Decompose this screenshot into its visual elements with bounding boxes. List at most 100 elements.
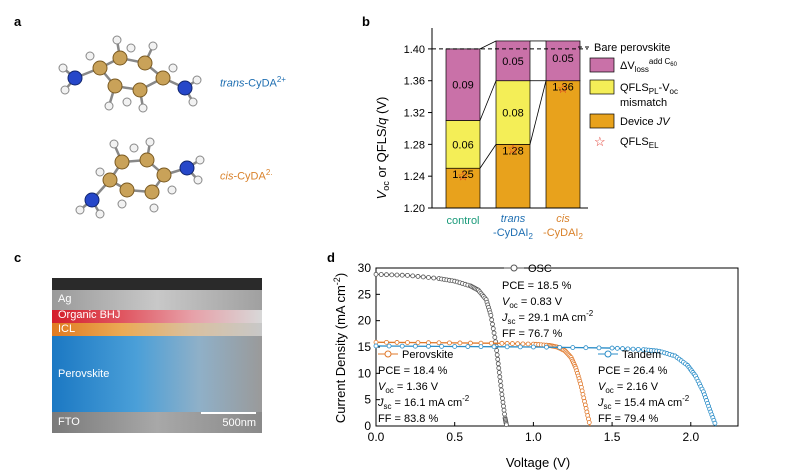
osc-annotation: OSC PCE = 18.5 % Voc = 0.83 V Jsc = 29.1… [501,263,594,340]
jv-point-osc [426,275,431,280]
jv-point-perovskite [457,340,463,346]
ytick-label-b: 1.28 [404,139,425,151]
legend-loss-swatch [589,57,615,73]
legend-qfls-el: QFLSEL [620,136,659,150]
legend-bare: Bare perovskite [594,42,670,54]
svg-text:OSC: OSC [528,263,552,275]
svg-text:Tandem: Tandem [622,349,661,361]
jv-point-tandem [478,344,484,350]
jv-point-tandem [620,346,625,351]
layer-perovskite [52,336,262,412]
legend-qfls-el-star: ☆ [594,134,606,149]
jv-point-perovskite [384,339,389,345]
jv-point-osc [498,383,504,389]
jv-point-tandem [570,345,576,350]
jv-point-osc [373,271,379,277]
jv-point-perovskite [525,341,531,347]
jv-point-osc [490,321,495,327]
panel-b-label: b [362,14,370,29]
qfls-el-star-2: ☆ [557,81,569,96]
jv-point-osc [498,387,504,393]
xtick-label-b-1-a: trans [501,213,526,225]
xtick-label-b-1-b: -CyDAI2 [493,227,533,241]
jv-point-osc [389,272,395,278]
bar-2-seg-0 [545,80,581,209]
bar-0-seg-0 [445,167,481,209]
legend-b: Bare perovskite ΔVlossadd C60 QFLSPL-Voc… [578,42,678,150]
jv-point-osc [495,356,501,362]
bar-1-seg-1 [495,80,531,145]
jv-point-tandem [614,345,620,351]
jv-point-osc [497,374,503,380]
jv-point-tandem [544,344,549,350]
ytick-label-b: 1.20 [404,203,425,215]
voc-loss-chart: 1.250.060.09☆1.280.080.05☆1.360.05☆ 1.20… [374,28,678,241]
jv-point-tandem [412,343,418,349]
jv-point-osc [495,361,501,367]
bar-label-2-2: 0.05 [552,53,573,65]
svg-text:Voc = 0.83 V: Voc = 0.83 V [502,296,563,310]
legend-mismatch-2: mismatch [620,97,667,109]
jv-point-osc [394,272,400,278]
jv-point-perovskite [415,340,421,346]
panel-a: trans-CyDA2+ cis-CyDA2. [40,20,320,240]
jv-point-osc [384,272,389,278]
panel-c-label: c [14,250,22,265]
ytick-label-b: 1.36 [404,76,425,88]
bar-1-seg-0 [495,144,531,209]
jv-point-tandem [557,344,563,350]
jv-point-osc [503,422,509,428]
bar-label-1-1: 0.08 [502,108,523,120]
ytick-label-d: 25 [358,287,372,301]
svg-text:Voc = 2.16 V: Voc = 2.16 V [598,381,659,395]
layer-top-dark [52,278,262,290]
jv-point-osc [405,272,410,278]
jv-point-tandem [596,345,602,351]
jv-point-osc [497,378,503,384]
jv-point-perovskite [515,341,521,347]
bar-2-seg-2 [545,40,581,82]
jv-point-tandem [452,344,458,349]
ylabel-b: Voc or QFLS/q (V) [374,97,391,200]
jv-point-tandem [399,343,405,349]
xtick-label-b-2-a: cis [556,213,570,225]
jv-point-osc [500,399,506,405]
legend-device-swatch [589,113,615,129]
ytick-label-b: 1.40 [404,44,425,56]
jv-point-osc [501,407,507,413]
jv-point-perovskite [394,340,400,345]
sem-label-icl: ICL [58,323,76,335]
jv-curve-chart: 0.0 0.5 1.0 1.5 2.0 0 5 10 15 20 25 30 Current Dens… [332,261,739,470]
jv-point-osc [500,395,505,401]
jv-point-tandem [625,346,631,352]
jv-point-tandem [712,420,718,426]
jv-point-perovskite [468,340,473,346]
bar-label-2-0: 1.36 [552,82,573,94]
bar-label-0-2: 0.09 [452,80,473,92]
jv-point-osc [399,272,405,278]
jv-point-tandem [530,344,536,350]
ytick-label-d: 15 [358,340,372,354]
legend-mismatch-swatch [589,79,615,95]
ytick-label-d: 5 [364,393,371,407]
jv-point-perovskite [405,340,410,345]
jv-point-tandem [517,344,523,350]
jv-point-osc [496,365,502,371]
trans-label: trans-CyDA2+ [220,75,286,90]
legend-device: Device JV [620,116,671,128]
bar-label-0-0: 1.25 [452,169,473,181]
bar-0-seg-2 [445,48,481,121]
jv-point-osc [494,352,500,358]
ytick-label-b: 1.24 [404,171,425,183]
tandem-annotation: Tandem PCE = 26.4 % Voc = 2.16 V Jsc = 1… [597,349,690,425]
jv-point-osc [420,274,426,280]
jv-point-osc [502,411,507,417]
sem-cross-section-image: Ag Organic BHJ ICL Perovskite FTO 500nm [52,278,262,433]
bar-label-0-1: 0.06 [452,139,473,151]
jv-point-tandem [465,344,471,349]
jv-point-osc [488,313,494,318]
panel-a-label: a [14,14,22,29]
jv-point-tandem [439,343,444,349]
svg-text:PCE = 18.4 %: PCE = 18.4 % [378,365,448,377]
ytick-label-b: 1.32 [404,108,425,120]
